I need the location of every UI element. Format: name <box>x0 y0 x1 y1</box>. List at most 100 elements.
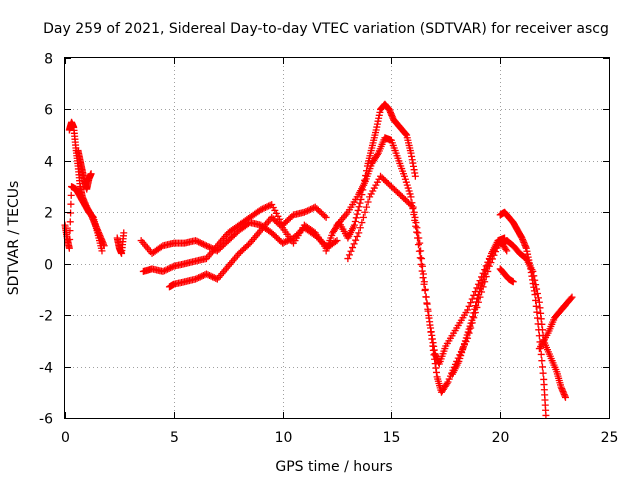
data-point <box>162 266 170 274</box>
data-point <box>467 299 475 307</box>
data-point <box>258 205 266 213</box>
x-axis-label: GPS time / hours <box>275 459 392 475</box>
data-point <box>355 203 363 211</box>
data-point <box>542 411 550 419</box>
data-point <box>471 305 479 313</box>
data-point <box>263 203 271 211</box>
data-point <box>67 209 75 217</box>
data-point <box>199 271 207 279</box>
data-point <box>212 274 220 282</box>
data-point <box>331 238 339 246</box>
data-point <box>66 218 74 226</box>
x-tick-label: 15 <box>383 430 401 446</box>
data-point <box>426 321 434 329</box>
data-point <box>428 335 436 343</box>
data-point <box>204 242 212 250</box>
data-points <box>61 100 576 419</box>
data-point <box>530 272 538 280</box>
data-point <box>159 267 167 275</box>
data-point <box>423 300 431 308</box>
data-point <box>279 239 287 247</box>
data-point <box>422 293 430 301</box>
data-point <box>206 271 214 279</box>
data-point <box>100 242 108 250</box>
data-point <box>277 222 285 230</box>
data-point <box>470 291 478 299</box>
data-point <box>352 236 360 244</box>
x-tick-label: 10 <box>275 430 293 446</box>
data-point <box>416 254 424 262</box>
data-point <box>351 217 359 225</box>
data-point <box>165 264 173 272</box>
data-point <box>534 314 542 322</box>
data-point <box>168 263 176 271</box>
series-arc14 <box>496 265 517 286</box>
data-point <box>260 204 268 212</box>
data-point <box>204 271 212 279</box>
data-point <box>302 208 310 216</box>
data-point <box>356 199 364 207</box>
data-point <box>201 241 209 249</box>
data-point <box>411 213 419 221</box>
data-point <box>195 274 203 282</box>
data-point <box>321 212 329 220</box>
series-arc3 <box>74 147 95 193</box>
data-point <box>167 264 175 272</box>
data-point <box>350 221 358 229</box>
data-point <box>206 243 214 251</box>
data-point <box>502 245 510 253</box>
series-arc2 <box>65 118 108 250</box>
data-point <box>363 203 371 211</box>
data-point <box>443 379 451 387</box>
plot-frame <box>64 57 610 419</box>
data-point <box>464 306 472 314</box>
data-point <box>532 281 540 289</box>
data-point <box>87 170 95 178</box>
series-arc5 <box>137 219 330 257</box>
data-point <box>345 251 353 259</box>
series-arc6 <box>139 201 330 275</box>
data-point <box>532 302 540 310</box>
y-tick-label: 4 <box>44 155 53 171</box>
data-point <box>196 273 204 281</box>
series-arc11 <box>448 234 509 378</box>
x-tick-label: 25 <box>601 430 619 446</box>
data-point <box>409 203 417 211</box>
data-point <box>473 284 481 292</box>
series-arc7 <box>165 213 341 291</box>
data-point <box>265 202 273 210</box>
data-point <box>534 289 542 297</box>
data-point <box>472 302 480 310</box>
data-point <box>67 191 75 199</box>
data-point <box>66 227 74 235</box>
data-point <box>561 393 569 401</box>
data-point <box>344 255 352 263</box>
data-point <box>353 233 361 241</box>
data-point <box>533 308 541 316</box>
data-point <box>209 273 217 281</box>
data-point <box>354 206 362 214</box>
data-point <box>465 302 473 310</box>
data-point <box>412 219 420 227</box>
data-point <box>567 294 575 302</box>
y-tick-label: 6 <box>44 103 53 119</box>
data-point <box>538 357 546 365</box>
data-point <box>568 293 576 301</box>
data-point <box>349 244 357 252</box>
y-tick-label: 0 <box>44 258 53 274</box>
data-point <box>417 247 425 255</box>
data-point <box>531 276 539 284</box>
data-point <box>202 242 210 250</box>
data-point <box>355 229 363 237</box>
y-tick-label: 2 <box>44 206 53 222</box>
data-point <box>193 237 201 245</box>
data-point <box>322 213 330 221</box>
data-point <box>198 240 206 248</box>
data-point <box>473 298 481 306</box>
data-point <box>539 369 547 377</box>
y-axis-label: SDTVAR / TECUs <box>6 181 22 296</box>
data-point <box>416 239 424 247</box>
data-point <box>413 224 421 232</box>
data-point <box>300 208 308 216</box>
data-point <box>503 247 511 255</box>
